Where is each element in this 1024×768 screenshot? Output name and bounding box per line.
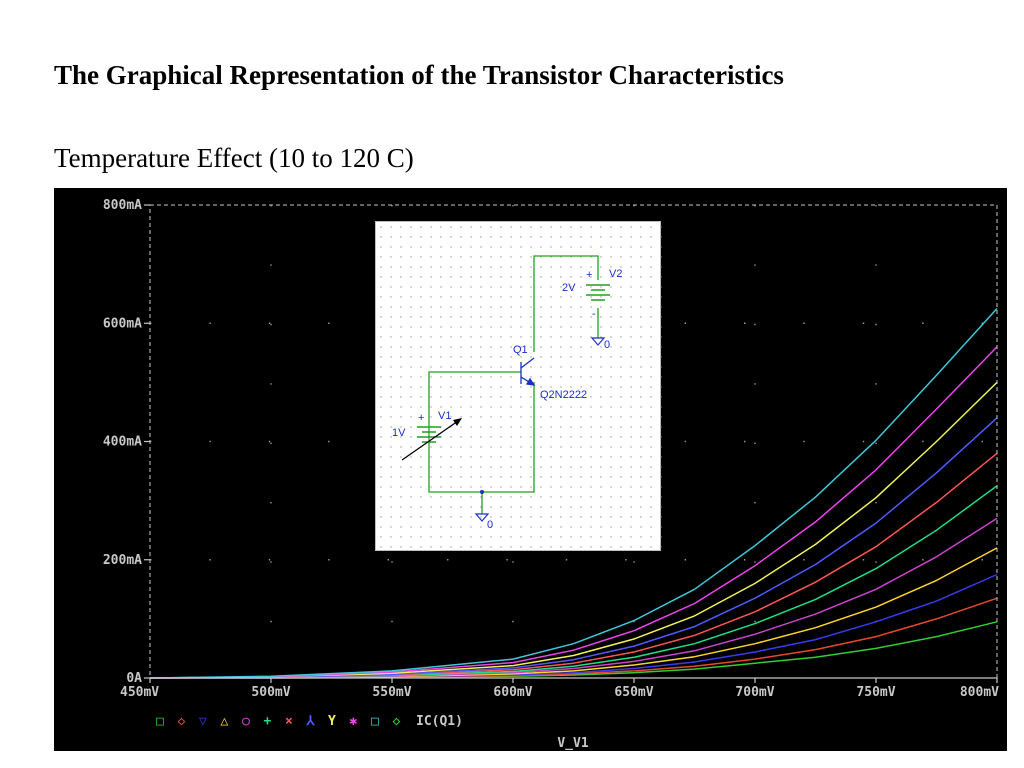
legend-symbol: ▽	[199, 714, 207, 729]
battery-v2-symbol	[586, 284, 610, 301]
x-tick-label: 650mV	[614, 685, 653, 700]
v1-plus: +	[418, 412, 424, 424]
legend-symbol: ◇	[178, 714, 186, 729]
legend-symbol: □	[371, 714, 379, 729]
x-axis-label: V_V1	[557, 736, 588, 751]
x-tick-label: 500mV	[251, 685, 290, 700]
y-tick-label: 0A	[126, 671, 142, 686]
v2-label: V2	[609, 268, 622, 280]
schematic-svg: + - V2 2V 0 Q1 Q2N2222 + V1 1	[376, 222, 662, 552]
sweep-arrow-icon	[401, 418, 462, 461]
legend-symbol: +	[264, 714, 272, 729]
curve-series-4	[149, 547, 998, 679]
legend: □ ◇ ▽ △ ○ + × ⅄ Y ✱ □ ◇ IC(Q1)	[156, 714, 463, 729]
x-tick-label: 600mV	[493, 685, 532, 700]
ground-icon	[590, 337, 606, 346]
legend-symbol: □	[156, 714, 164, 729]
x-tick-label: 700mV	[735, 685, 774, 700]
schematic-wires	[428, 255, 599, 514]
x-tick-label: 450mV	[120, 685, 159, 700]
curve-series-8	[149, 417, 998, 679]
x-tick-label: 800mV	[960, 685, 999, 700]
y-tick-label: 600mA	[103, 316, 142, 331]
y-tick-label: 800mA	[103, 198, 142, 213]
v1-label: V1	[438, 410, 451, 422]
v1-value: 1V	[392, 427, 406, 439]
ground-icon	[474, 513, 490, 522]
legend-symbol: △	[221, 714, 229, 729]
v2-plus: +	[586, 269, 592, 281]
slide-subtitle: Temperature Effect (10 to 120 C)	[54, 143, 414, 173]
schematic-dot-grid	[376, 222, 662, 552]
curve-series-11	[149, 307, 998, 679]
legend-symbol: ⅄	[306, 714, 316, 729]
chart-svg: 0A 200mA 400mA 600mA 800mA 450mV 500mV 550mV 600…	[103, 198, 999, 751]
legend-symbol: ×	[285, 714, 293, 729]
ground-label-v2: 0	[604, 339, 610, 351]
y-tick-label: 200mA	[103, 553, 142, 568]
axis-layer: 0A 200mA 400mA 600mA 800mA 450mV 500mV 550mV 600…	[103, 198, 999, 751]
slide-title: The Graphical Representation of the Tran…	[54, 60, 784, 90]
curve-series-10	[149, 346, 998, 679]
legend-symbol: ✱	[350, 714, 358, 729]
curves-layer	[149, 307, 998, 679]
transistor-q1-symbol	[520, 357, 536, 386]
legend-label: IC(Q1)	[416, 714, 463, 729]
legend-symbol: ○	[242, 714, 250, 729]
legend-symbol: Y	[328, 714, 336, 729]
circuit-schematic: + - V2 2V 0 Q1 Q2N2222 + V1 1	[375, 221, 662, 552]
curve-series-9	[149, 381, 998, 679]
v2-minus: -	[592, 308, 596, 320]
x-tick-label: 750mV	[856, 685, 895, 700]
v2-value: 2V	[562, 282, 576, 294]
junction-dot	[480, 490, 484, 494]
q1-model: Q2N2222	[540, 389, 587, 401]
battery-v1-symbol	[417, 426, 441, 443]
x-tick-label: 550mV	[372, 685, 411, 700]
y-tick-label: 400mA	[103, 435, 142, 450]
ground-label-v1: 0	[487, 519, 493, 531]
q1-label: Q1	[513, 344, 528, 356]
legend-symbol: ◇	[393, 714, 401, 729]
